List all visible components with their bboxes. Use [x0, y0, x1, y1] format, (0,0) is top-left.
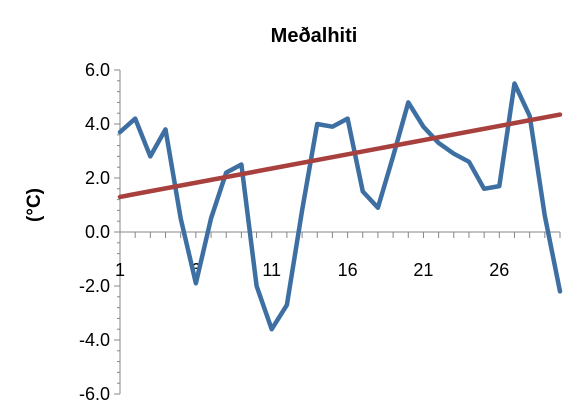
y-tick-label: 4.0 — [85, 114, 110, 134]
y-tick-label: -2.0 — [79, 276, 110, 296]
y-tick-label: -6.0 — [79, 384, 110, 401]
y-tick-label: 2.0 — [85, 168, 110, 188]
y-tick-label: 0.0 — [85, 222, 110, 242]
tick-labels: 6.04.02.00.0-2.0-4.0-6.01 6 11 16 21 26 — [79, 60, 509, 401]
series-line-trend — [117, 112, 563, 200]
y-tick-label: -4.0 — [79, 330, 110, 350]
x-tick-label: 26 — [489, 260, 509, 280]
x-tick-label: 11 — [262, 260, 281, 280]
chart-title: Meðalhiti — [271, 25, 358, 47]
y-axis-label: (°C) — [24, 188, 45, 222]
x-tick-label: 16 — [338, 260, 358, 280]
series-line-daily — [117, 81, 563, 332]
y-tick-label: 6.0 — [85, 60, 110, 80]
x-tick-label: 1 — [115, 260, 125, 280]
axes — [114, 69, 561, 395]
x-tick-label: 21 — [413, 260, 433, 280]
series-lines — [117, 81, 563, 332]
x-tick-label: 6 — [191, 260, 201, 280]
